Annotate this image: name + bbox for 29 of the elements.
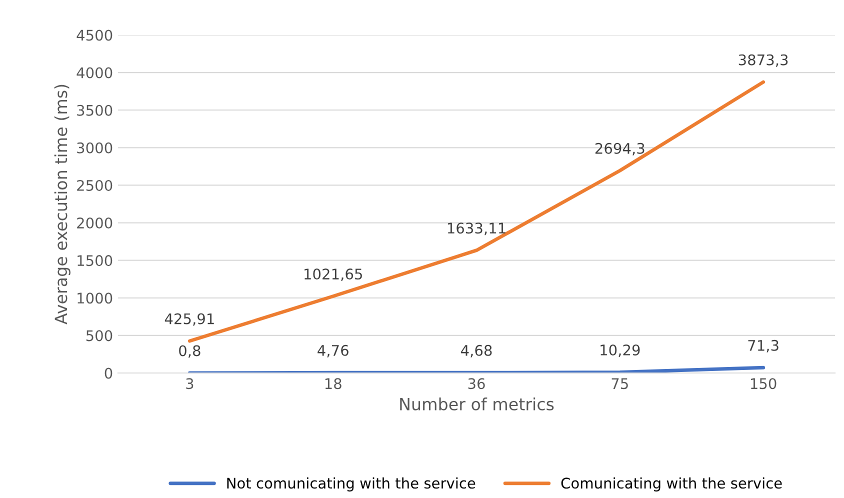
data-label: 10,29	[600, 344, 640, 357]
data-label: 1021,65	[304, 268, 362, 282]
data-label: 4,68	[460, 344, 492, 358]
x-tick-label: 36	[468, 378, 485, 390]
x-tick-label: 18	[325, 378, 342, 390]
y-tick-label: 0	[104, 368, 112, 379]
data-label: 4,76	[318, 344, 348, 358]
y-axis-title: Average execution time (ms)	[54, 84, 70, 324]
x-tick-label: 150	[750, 378, 776, 390]
y-tick-label: 3500	[77, 104, 112, 116]
y-tick-label: 4000	[76, 67, 112, 78]
y-tick-label: 3000	[77, 142, 112, 154]
y-tick-label: 2500	[77, 180, 112, 191]
data-label: 425,91	[164, 313, 214, 326]
data-label: 3873,3	[738, 54, 788, 67]
data-label: 71,3	[748, 340, 778, 352]
y-tick-label: 4500	[76, 30, 112, 41]
x-tick-label: 75	[612, 378, 628, 390]
y-tick-label: 2000	[77, 217, 112, 229]
legend-label: Not comunicating with the service	[227, 477, 476, 492]
x-axis-title: Number of metrics	[400, 398, 554, 410]
data-label: 0,8	[179, 345, 200, 358]
y-tick-label: 1500	[78, 255, 112, 266]
data-label: 2694,3	[595, 142, 644, 156]
x-tick-label: 3	[186, 378, 194, 390]
data-label: 1633,11	[448, 222, 506, 236]
legend-label: Comunicating with the service	[561, 477, 782, 492]
y-tick-label: 500	[86, 330, 112, 342]
y-tick-label: 1000	[78, 292, 112, 304]
